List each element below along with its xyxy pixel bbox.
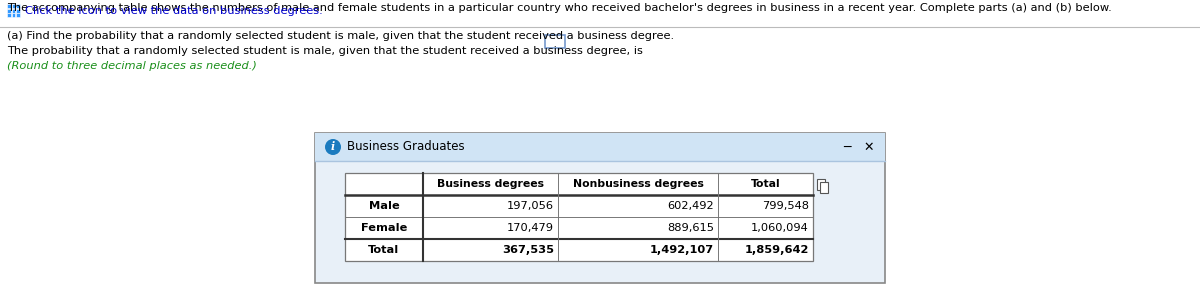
Bar <box>817 179 826 190</box>
Text: 1,859,642: 1,859,642 <box>745 245 809 255</box>
Text: 889,615: 889,615 <box>667 223 714 233</box>
Bar <box>545 35 565 48</box>
Text: 367,535: 367,535 <box>502 245 554 255</box>
Text: Total: Total <box>368 245 400 255</box>
Bar <box>12 4 16 8</box>
Text: Business degrees: Business degrees <box>437 179 544 189</box>
Text: 799,548: 799,548 <box>762 201 809 211</box>
Bar <box>12 13 16 17</box>
Text: 602,492: 602,492 <box>667 201 714 211</box>
Text: 197,056: 197,056 <box>508 201 554 211</box>
Text: Male: Male <box>368 201 400 211</box>
Text: ─: ─ <box>844 141 851 154</box>
Text: i: i <box>331 141 335 152</box>
Circle shape <box>325 139 341 155</box>
Bar <box>346 173 814 261</box>
Bar <box>12 9 16 13</box>
Text: (a) Find the probability that a randomly selected student is male, given that th: (a) Find the probability that a randomly… <box>7 31 674 41</box>
Text: Nonbusiness degrees: Nonbusiness degrees <box>572 179 703 189</box>
Bar <box>7 9 11 13</box>
Text: 1,060,094: 1,060,094 <box>751 223 809 233</box>
Text: The accompanying table shows the numbers of male and female students in a partic: The accompanying table shows the numbers… <box>7 3 1111 13</box>
Text: 1,492,107: 1,492,107 <box>650 245 714 255</box>
Text: .: . <box>568 46 571 56</box>
Text: Business Graduates: Business Graduates <box>347 141 464 154</box>
Bar <box>314 133 886 283</box>
Bar <box>16 13 19 17</box>
Bar <box>314 133 886 161</box>
Bar <box>820 182 828 193</box>
Bar <box>16 9 19 13</box>
Text: The probability that a randomly selected student is male, given that the student: The probability that a randomly selected… <box>7 46 643 56</box>
Text: (Round to three decimal places as needed.): (Round to three decimal places as needed… <box>7 61 257 71</box>
Text: ✕: ✕ <box>864 141 875 154</box>
Bar <box>7 13 11 17</box>
Bar <box>16 4 19 8</box>
Text: Female: Female <box>361 223 407 233</box>
Bar <box>7 4 11 8</box>
Text: Click the icon to view the data on business degrees.: Click the icon to view the data on busin… <box>25 6 323 16</box>
Text: Total: Total <box>751 179 780 189</box>
Text: 170,479: 170,479 <box>508 223 554 233</box>
